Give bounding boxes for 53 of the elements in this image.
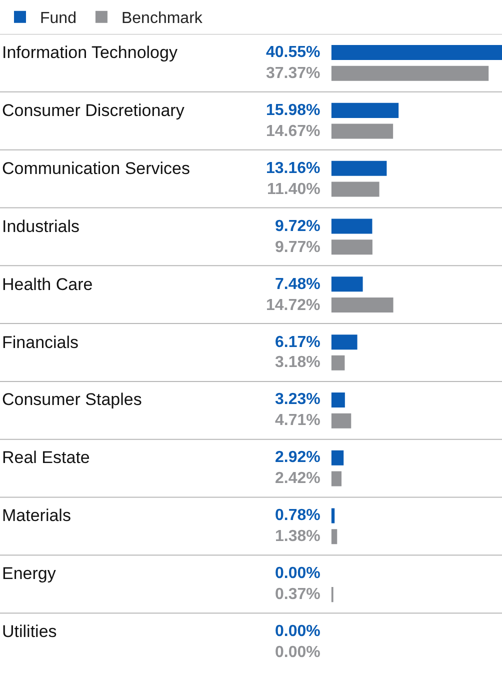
data-label: 6.17%: [275, 334, 320, 351]
data-label: 2.42%: [275, 470, 320, 487]
data-label: 9.77%: [275, 239, 320, 256]
y-tick-label: Financials: [2, 333, 79, 352]
y-tick-label: Communication Services: [2, 159, 190, 178]
data-label: 15.98%: [266, 102, 320, 119]
bar: [331, 240, 372, 255]
data-label: 3.23%: [275, 391, 320, 408]
bar: [331, 529, 338, 544]
data-label: 40.55%: [266, 44, 320, 61]
bar: [331, 334, 358, 350]
y-tick-label: Industrials: [2, 217, 80, 236]
y-tick-label: Energy: [2, 564, 56, 583]
data-label: 7.48%: [275, 276, 320, 293]
bar: [331, 471, 342, 486]
bar: [331, 45, 502, 60]
y-tick-label: Consumer Staples: [2, 390, 142, 409]
data-label: 4.71%: [275, 412, 320, 429]
bar: [331, 182, 380, 197]
data-label: 0.00%: [275, 565, 320, 582]
data-label: 37.37%: [266, 65, 320, 82]
data-label: 1.38%: [275, 528, 320, 545]
data-label: 0.78%: [275, 507, 320, 524]
bar: [331, 355, 345, 370]
bar: [331, 124, 394, 139]
y-tick-label: Materials: [2, 506, 71, 525]
bar: [331, 66, 489, 81]
legend-label: Fund: [40, 10, 76, 28]
data-label: 2.92%: [275, 449, 320, 466]
data-label: 9.72%: [275, 218, 320, 235]
data-label: 0.00%: [275, 644, 320, 661]
bar: [331, 102, 399, 118]
y-tick-label: Real Estate: [2, 448, 90, 467]
data-label: 11.40%: [267, 181, 320, 198]
bar: [331, 450, 344, 466]
legend-label: Benchmark: [121, 10, 204, 28]
bar: [331, 392, 345, 408]
data-label: 0.00%: [275, 623, 320, 640]
bar: [331, 160, 387, 176]
bar: [331, 298, 394, 313]
data-label: 0.37%: [275, 586, 320, 603]
data-label: 3.18%: [275, 354, 320, 371]
y-tick-label: Information Technology: [2, 43, 178, 62]
data-label: 13.16%: [266, 160, 320, 177]
bar: [331, 218, 372, 234]
y-tick-label: Consumer Discretionary: [2, 101, 185, 120]
data-label: 14.72%: [266, 297, 320, 314]
bar: [331, 413, 352, 428]
y-tick-label: Health Care: [2, 275, 93, 294]
bar: [331, 276, 363, 292]
y-tick-label: Utilities: [2, 622, 57, 641]
data-label: 14.67%: [266, 123, 320, 140]
bar: [331, 508, 335, 524]
